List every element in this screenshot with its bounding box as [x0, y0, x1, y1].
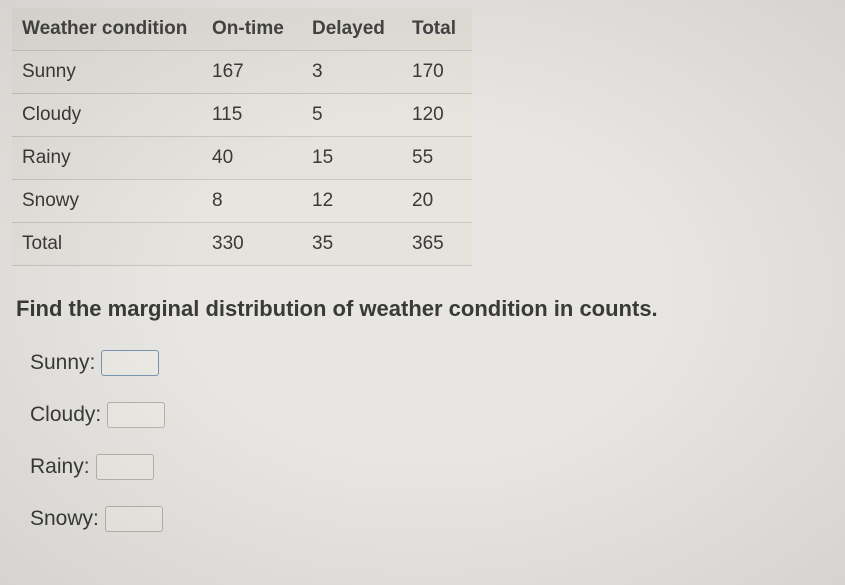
cell-weather: Snowy [12, 180, 202, 223]
table-row: Total 330 35 365 [12, 223, 472, 266]
cell-weather: Sunny [12, 51, 202, 94]
cell-delayed: 3 [302, 51, 402, 94]
col-header-ontime: On-time [202, 8, 302, 51]
answer-input-snowy[interactable] [105, 506, 163, 532]
cell-weather: Cloudy [12, 94, 202, 137]
answer-label-snowy: Snowy: [30, 507, 99, 531]
answer-row-rainy: Rainy: [30, 454, 833, 480]
cell-weather: Total [12, 223, 202, 266]
cell-ontime: 40 [202, 137, 302, 180]
table-row: Snowy 8 12 20 [12, 180, 472, 223]
answer-input-cloudy[interactable] [107, 402, 165, 428]
cell-total: 55 [402, 137, 472, 180]
answer-row-sunny: Sunny: [30, 350, 833, 376]
col-header-delayed: Delayed [302, 8, 402, 51]
col-header-weather: Weather condition [12, 8, 202, 51]
question-prompt: Find the marginal distribution of weathe… [16, 296, 833, 322]
cell-delayed: 12 [302, 180, 402, 223]
cell-ontime: 330 [202, 223, 302, 266]
answer-row-snowy: Snowy: [30, 506, 833, 532]
col-header-total: Total [402, 8, 472, 51]
cell-weather: Rainy [12, 137, 202, 180]
table-row: Rainy 40 15 55 [12, 137, 472, 180]
cell-delayed: 5 [302, 94, 402, 137]
cell-total: 170 [402, 51, 472, 94]
table-row: Cloudy 115 5 120 [12, 94, 472, 137]
weather-table: Weather condition On-time Delayed Total … [12, 8, 472, 266]
answer-label-sunny: Sunny: [30, 351, 95, 375]
cell-total: 120 [402, 94, 472, 137]
cell-delayed: 35 [302, 223, 402, 266]
answer-label-rainy: Rainy: [30, 455, 90, 479]
cell-ontime: 167 [202, 51, 302, 94]
table-header-row: Weather condition On-time Delayed Total [12, 8, 472, 51]
cell-delayed: 15 [302, 137, 402, 180]
table-row: Sunny 167 3 170 [12, 51, 472, 94]
cell-total: 365 [402, 223, 472, 266]
cell-ontime: 115 [202, 94, 302, 137]
cell-total: 20 [402, 180, 472, 223]
answer-label-cloudy: Cloudy: [30, 403, 101, 427]
answer-input-sunny[interactable] [101, 350, 159, 376]
answer-row-cloudy: Cloudy: [30, 402, 833, 428]
cell-ontime: 8 [202, 180, 302, 223]
answer-input-rainy[interactable] [96, 454, 154, 480]
